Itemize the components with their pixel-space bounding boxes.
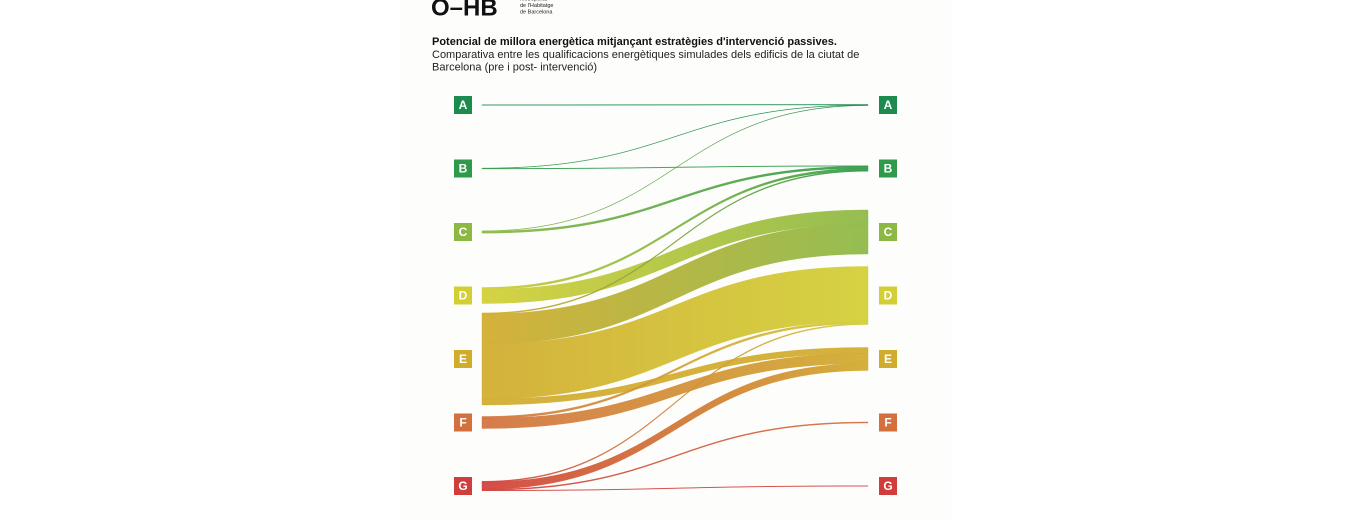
node-box — [879, 96, 897, 114]
node-box — [454, 96, 472, 114]
node-label-pre: B — [459, 162, 468, 176]
logo-caption: Metropolità — [520, 0, 548, 2]
node-box — [879, 159, 897, 178]
flow — [481, 105, 869, 232]
node-label-pre: E — [459, 352, 467, 366]
node-label-pre: D — [459, 289, 468, 303]
node-box — [454, 286, 472, 305]
node-label-pre: A — [459, 98, 468, 112]
links — [481, 104, 869, 491]
node-box — [879, 223, 897, 241]
flow — [481, 170, 869, 315]
node-box — [454, 413, 472, 432]
flow — [481, 485, 869, 491]
node-box — [454, 223, 472, 241]
node-box — [879, 286, 897, 305]
flow — [481, 421, 869, 491]
node-box — [454, 159, 472, 178]
node-label-pre: G — [458, 479, 467, 493]
node-label-post: G — [883, 479, 892, 493]
flow — [481, 363, 869, 490]
logo-caption: de Barcelona — [520, 9, 553, 15]
node-label-post: B — [884, 162, 893, 176]
node-label-pre: C — [459, 225, 468, 239]
node-label-post: E — [884, 352, 892, 366]
node-box — [879, 413, 897, 432]
node-box — [454, 477, 472, 495]
logo-caption: de l'Habitatge — [520, 3, 553, 9]
flow — [481, 223, 869, 345]
logo: O–HB — [431, 0, 498, 21]
node-label-post: C — [884, 225, 893, 239]
node-box — [879, 477, 897, 495]
node-label-post: A — [884, 98, 893, 112]
node-label-post: D — [884, 289, 893, 303]
flow — [481, 323, 869, 483]
node-label-post: F — [884, 416, 891, 430]
node-box — [879, 350, 897, 368]
node-label-pre: F — [459, 416, 466, 430]
node-box — [454, 350, 472, 368]
flow — [481, 104, 869, 106]
title: Potencial de millora energètica mitjança… — [432, 36, 837, 48]
subtitle: Comparativa entre les qualificacions ene… — [432, 49, 859, 61]
subtitle: Barcelona (pre i post- intervenció) — [432, 61, 597, 73]
